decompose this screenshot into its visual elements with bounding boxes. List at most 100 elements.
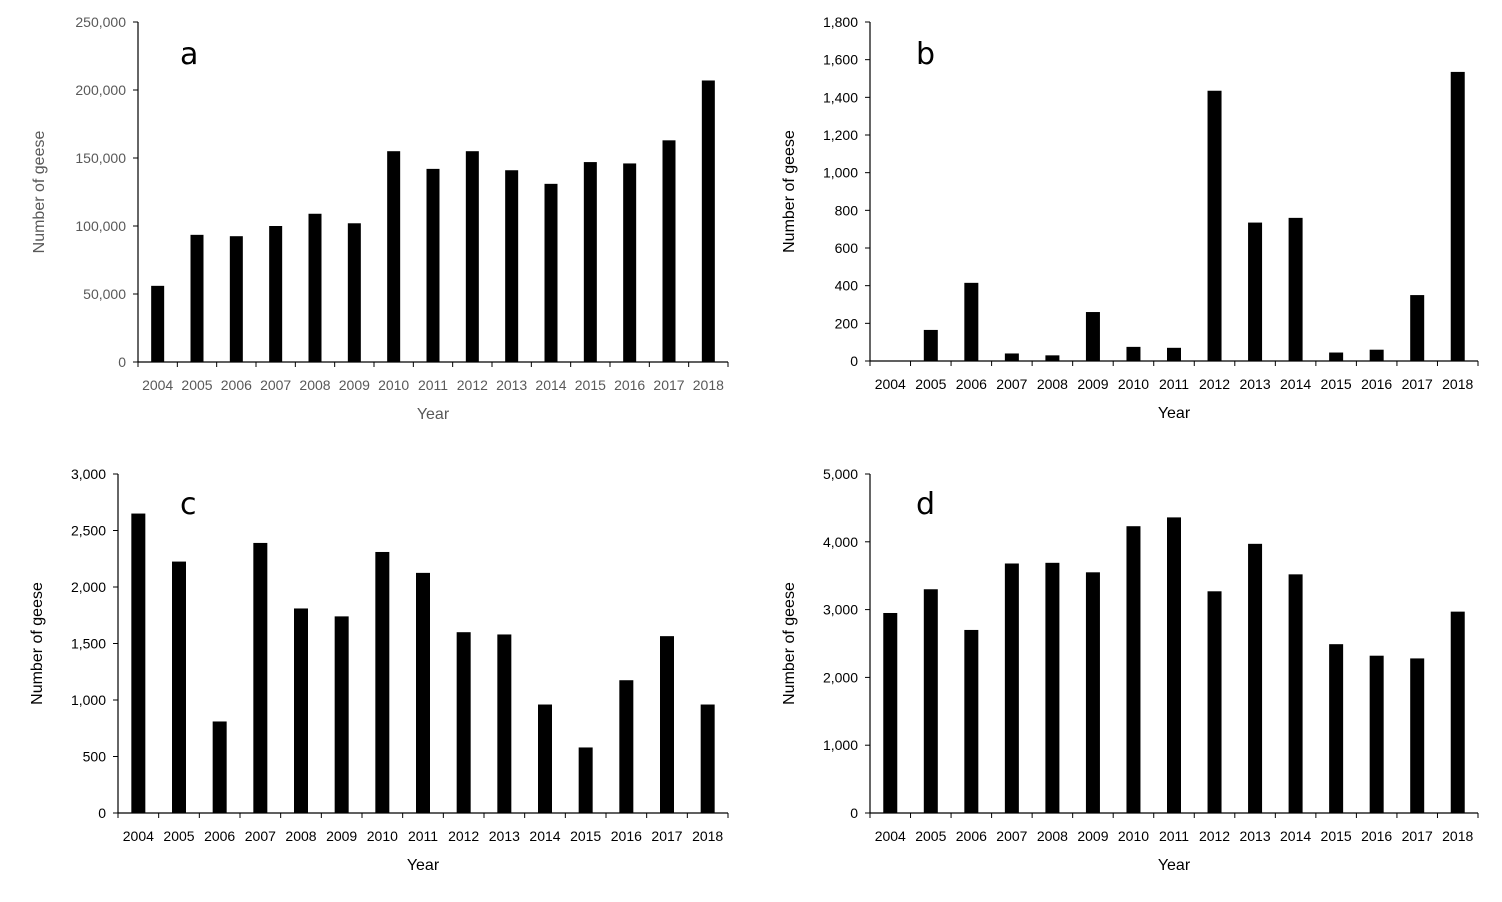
y-tick-label: 250,000 — [75, 14, 126, 30]
x-tick-label: 2013 — [1239, 828, 1270, 844]
y-tick-label: 1,600 — [823, 52, 858, 68]
y-tick-label: 1,000 — [71, 692, 106, 708]
x-tick-label: 2013 — [1239, 376, 1270, 392]
bar-2009 — [1085, 572, 1100, 813]
x-tick-label: 2007 — [996, 828, 1027, 844]
bar-2004 — [883, 612, 898, 813]
x-tick-label: 2016 — [1361, 828, 1392, 844]
x-tick-label: 2009 — [326, 828, 357, 844]
x-tick-label: 2013 — [496, 377, 527, 393]
y-tick-label: 0 — [850, 353, 858, 369]
x-tick-label: 2006 — [204, 828, 235, 844]
y-tick-label: 150,000 — [75, 150, 126, 166]
bar-2004 — [131, 513, 146, 813]
y-tick-label: 2,000 — [823, 669, 858, 685]
x-tick-label: 2007 — [260, 377, 291, 393]
bar-2008 — [308, 213, 322, 362]
y-tick-label: 0 — [98, 805, 106, 821]
x-tick-label: 2005 — [915, 376, 946, 392]
chart-panel-d: 0 1,000 2,000 3,000 4,000 5,000 2004 2005 2006 20… — [781, 466, 1479, 874]
bar-2008 — [1045, 562, 1060, 813]
x-tick-label: 2014 — [529, 828, 560, 844]
bar-2017 — [660, 636, 674, 813]
bar-2014 — [1288, 574, 1303, 813]
bar-2015 — [1329, 644, 1344, 813]
x-tick-label: 2014 — [1280, 376, 1311, 392]
x-tick-label: 2005 — [181, 377, 212, 393]
x-tick-label: 2006 — [221, 377, 252, 393]
bar-2017 — [662, 140, 676, 362]
chart-panel-a: 0 50,000 100,000 150,000 200,000 250,000 2004 2… — [31, 14, 729, 423]
bar-2012 — [1207, 591, 1222, 813]
y-tick-label: 100,000 — [75, 218, 126, 234]
bar-2017 — [1410, 658, 1425, 813]
x-tick-label: 2014 — [1280, 828, 1311, 844]
x-tick-label: 2006 — [956, 828, 987, 844]
y-tick-label: 500 — [83, 749, 107, 765]
x-tick-label: 2017 — [1402, 828, 1433, 844]
y-tick-label: 0 — [118, 354, 126, 370]
y-tick-label: 1,400 — [823, 89, 858, 105]
bar-2015 — [583, 162, 597, 362]
y-tick-label: 400 — [835, 278, 859, 294]
x-tick-label: 2004 — [875, 376, 906, 392]
bar-2005 — [172, 561, 186, 813]
bar-2006 — [212, 721, 227, 813]
x-tick-label: 2010 — [367, 828, 398, 844]
y-tick-label: 1,000 — [823, 165, 858, 181]
y-axis-title: Number of geese — [781, 130, 798, 253]
x-tick-label: 2005 — [163, 828, 194, 844]
x-tick-label: 2017 — [651, 828, 682, 844]
x-tick-label: 2009 — [1077, 376, 1108, 392]
x-tick-label: 2009 — [1077, 828, 1108, 844]
bar-2008 — [294, 608, 308, 813]
y-tick-label: 4,000 — [823, 534, 858, 550]
bar-2014 — [538, 704, 552, 813]
x-tick-label: 2011 — [418, 377, 448, 393]
x-axis-title: Year — [417, 406, 450, 423]
x-tick-label: 2013 — [489, 828, 520, 844]
x-tick-label: 2012 — [448, 828, 479, 844]
x-tick-label: 2016 — [1361, 376, 1392, 392]
x-tick-label: 2015 — [570, 828, 601, 844]
x-tick-label: 2017 — [1402, 376, 1433, 392]
bar-2007 — [269, 226, 283, 362]
bar-2005 — [923, 329, 938, 361]
bar-2014 — [1288, 217, 1303, 361]
bar-2007 — [253, 542, 268, 813]
x-tick-label: 2008 — [299, 377, 330, 393]
x-tick-label: 2010 — [1118, 828, 1149, 844]
bar-2016 — [619, 680, 634, 813]
bar-2018 — [701, 80, 715, 362]
bar-2013 — [505, 170, 519, 362]
x-tick-label: 2012 — [1199, 828, 1230, 844]
x-axis-title: Year — [1158, 857, 1191, 874]
bar-2008 — [1045, 355, 1060, 361]
y-tick-label: 200 — [835, 315, 859, 331]
bar-2004 — [151, 285, 165, 362]
x-tick-label: 2004 — [123, 828, 154, 844]
y-tick-label: 1,000 — [823, 737, 858, 753]
y-axis-title: Number of geese — [781, 582, 798, 705]
y-axis-title: Number of geese — [31, 131, 48, 254]
panel-label: a — [180, 37, 198, 72]
bar-2005 — [923, 589, 938, 813]
x-tick-label: 2012 — [457, 377, 488, 393]
bar-2012 — [465, 151, 479, 362]
x-tick-label: 2015 — [1321, 376, 1352, 392]
y-tick-label: 3,000 — [71, 466, 106, 482]
bar-2006 — [964, 282, 979, 361]
x-tick-label: 2017 — [653, 377, 684, 393]
bar-2011 — [416, 572, 430, 813]
y-axis-title: Number of geese — [29, 582, 46, 705]
bar-2013 — [497, 634, 512, 813]
bar-2017 — [1410, 295, 1425, 361]
bar-2007 — [1004, 563, 1019, 813]
bar-2015 — [578, 747, 593, 813]
x-tick-label: 2012 — [1199, 376, 1230, 392]
y-tick-label: 1,200 — [823, 127, 858, 143]
chart-panel-c: 0 500 1,000 1,500 2,000 2,500 3,000 2004 2005 200… — [29, 466, 729, 874]
y-tick-label: 800 — [835, 202, 859, 218]
y-tick-label: 0 — [850, 805, 858, 821]
